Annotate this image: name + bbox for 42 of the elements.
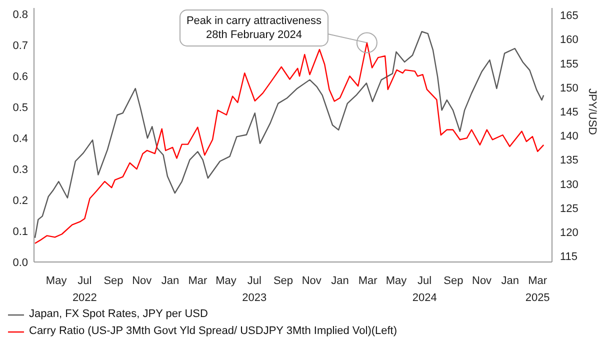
x-tick-label: Sep — [273, 275, 294, 287]
x-tick-label: Nov — [302, 275, 322, 287]
y2-tick-label: 160 — [560, 34, 578, 46]
legend-label: Carry Ratio (US-JP 3Mth Govt Yld Spread/ USDJPY 3Mth Implied Vol)(Left) — [29, 324, 398, 339]
y-tick-label: 0.1 — [12, 226, 28, 238]
x-tick-label: Jan — [501, 275, 520, 287]
legend-label: Japan, FX Spot Rates, JPY per USD — [29, 307, 208, 322]
y-tick-label: 0.2 — [12, 194, 28, 207]
x-tick-label: May — [216, 275, 237, 287]
x-tick-label: Jul 2022 — [72, 275, 97, 304]
y2-tick-label: 145 — [560, 106, 578, 119]
y2-tick-label: 140 — [560, 130, 578, 143]
y-tick-label: 0.7 — [12, 40, 28, 52]
y-tick-label: 0.0 — [12, 256, 28, 269]
y2-tick-label: 150 — [560, 82, 578, 94]
x-tick-label: Nov — [472, 275, 492, 287]
x-tick-label: Nov — [132, 275, 152, 287]
y-tick-label: 0.8 — [12, 9, 28, 22]
y-tick-label: 0.4 — [12, 133, 28, 146]
y-tick-label: 0.6 — [12, 71, 28, 84]
x-tick-label: May — [386, 275, 408, 287]
y2-tick-label: 130 — [560, 178, 578, 191]
y2-tick-label: 155 — [560, 58, 578, 70]
x-tick-label: Jan — [331, 275, 349, 287]
y2-tick-label: 125 — [560, 202, 578, 215]
x-tick-label: Jan — [161, 275, 180, 287]
x-tick-label: May — [46, 275, 68, 287]
x-tick-label: Mar 2025 — [525, 275, 550, 304]
y2-tick-label: 120 — [560, 227, 578, 240]
y2-tick-label: 135 — [560, 154, 578, 167]
x-tick-label: Sep — [104, 275, 124, 287]
x-tick-label: Sep — [444, 275, 464, 287]
y-tick-label: 0.5 — [12, 102, 28, 114]
x-tick-label: Mar — [188, 275, 208, 287]
y2-axis-title: JPY/USD — [586, 88, 598, 136]
x-tick-label: Mar — [358, 275, 378, 287]
annotation: Peak in carry attractiveness 28th February 2024 — [186, 15, 322, 41]
x-tick-label: Jul 2024 — [412, 275, 437, 304]
y2-tick-label: 165 — [560, 10, 578, 22]
y-tick-label: 0.3 — [12, 164, 28, 176]
y2-tick-label: 115 — [560, 251, 578, 264]
x-tick-label: Jul 2023 — [242, 275, 267, 304]
